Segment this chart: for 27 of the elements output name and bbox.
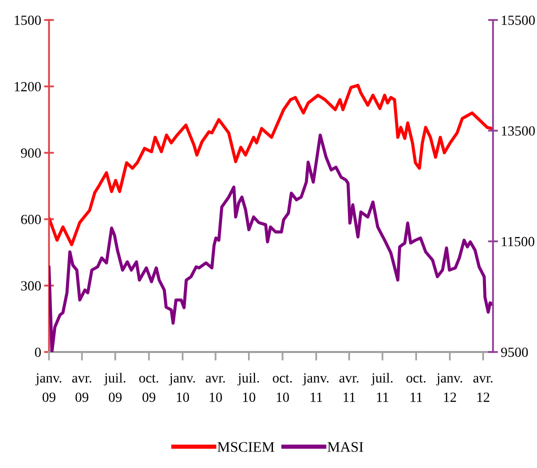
x-tick-label: oct. 10 xyxy=(272,374,292,402)
x-tick-label: oct. 11 xyxy=(406,374,426,402)
x-tick-label: oct. 09 xyxy=(139,374,158,402)
x-tick-label: janv. 12 xyxy=(436,373,462,402)
y-tick-label: 900 xyxy=(20,148,41,158)
legend-label: MASI xyxy=(328,442,364,452)
y2-tick-label: 13500 xyxy=(502,126,535,136)
line-series xyxy=(49,84,493,246)
x-tick-label: janv. 11 xyxy=(302,373,329,402)
x-tick-label: janv. 10 xyxy=(168,373,195,402)
x-tick-label: juil. 09 xyxy=(104,372,126,402)
y-tick-label: 300 xyxy=(21,281,41,291)
y2-tick-label: 11500 xyxy=(502,236,534,246)
x-tick-label: avr. 11 xyxy=(339,376,358,402)
y2-tick-label: 9500 xyxy=(501,348,528,357)
x-tick-label: juil. 10 xyxy=(237,372,259,402)
y2-tick-label: 15500 xyxy=(502,16,535,25)
x-tick-label: avr. 10 xyxy=(206,376,225,402)
x-tick-label: avr. 12 xyxy=(473,376,492,402)
x-tick-label: avr. 09 xyxy=(72,376,92,402)
y-tick-label: 0 xyxy=(34,348,41,357)
y-tick-label: 600 xyxy=(21,214,41,224)
y-tick-label: 1200 xyxy=(14,82,41,92)
legend-label: MSCIEM xyxy=(218,442,274,452)
x-tick-label: juil. 11 xyxy=(371,372,393,402)
y-tick-label: 1500 xyxy=(14,16,41,25)
x-tick-label: janv. 09 xyxy=(35,373,62,402)
